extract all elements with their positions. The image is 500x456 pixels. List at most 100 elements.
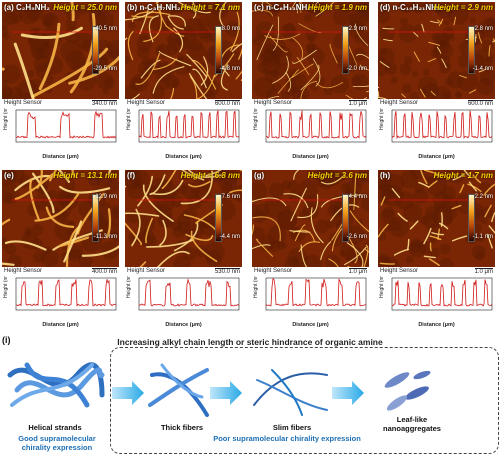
scale-bar: 1.0 μm	[474, 268, 493, 275]
thick-fibers-icon	[148, 363, 209, 417]
color-min: -2.6 nm	[346, 234, 367, 240]
x-axis-label: Distance (μm)	[42, 322, 79, 328]
scale-bar: 340.0 nm	[91, 100, 117, 107]
scale-bar: 1.0 μm	[348, 268, 367, 275]
color-min: -4.4 nm	[219, 234, 240, 240]
height-badge: Height = 7.1 nm	[180, 3, 240, 12]
scale-bar: 530.0 nm	[214, 268, 240, 275]
panel-label: (f)	[127, 171, 135, 180]
height-sensor-label: Height Sensor	[254, 100, 293, 106]
arrow-icon	[210, 381, 242, 405]
height-sensor-label: Height Sensor	[127, 100, 166, 106]
svg-text:Height (nm): Height (nm)	[253, 276, 259, 298]
color-min: -11.3 nm	[93, 234, 117, 240]
height-profile-a: Height (nm)	[3, 108, 117, 143]
slim-fibers-label: Slim fibers	[272, 423, 312, 432]
height-profile-f: Height (nm)	[126, 276, 240, 311]
svg-text:Height (nm): Height (nm)	[3, 276, 9, 298]
scale-bar: 600.0 nm	[214, 100, 240, 107]
good-chirality-label: Good supramolecular	[18, 434, 96, 443]
color-max: 2.9 nm	[348, 26, 367, 32]
height-profile-g: Height (nm)	[253, 276, 367, 311]
panel-label: (h)	[380, 171, 391, 180]
trend-title: Increasing alkyl chain length or steric …	[117, 337, 383, 347]
afm-image-a: (a) C₂H₅NH₂ Height = 25.0 nm 40.5 nm -29…	[2, 2, 119, 99]
x-axis-label: Distance (μm)	[42, 154, 79, 160]
svg-text:Height (nm): Height (nm)	[126, 276, 132, 298]
color-max: 2.8 nm	[474, 26, 493, 32]
color-bar	[468, 194, 475, 242]
afm-image-g: (g) Height = 3.6 nm 4.4 nm -2.6 nm	[252, 170, 369, 267]
height-profile-c: Height (nm)	[253, 108, 367, 143]
good-chirality-label-2: chirality expression	[21, 443, 93, 452]
scale-bar: 400.0 nm	[91, 268, 117, 275]
leaf-nanoaggregates-icon	[384, 370, 431, 411]
thick-fibers-label: Thick fibers	[160, 423, 204, 432]
color-max: 4.4 nm	[348, 194, 367, 200]
panel-label: (d) n-C₁₀H₂₁NH₂	[380, 3, 441, 12]
panel-label: (e)	[4, 171, 14, 180]
height-badge: Height = 25.0 nm	[53, 3, 117, 12]
color-bar	[342, 26, 349, 74]
height-profile-b: Height (nm)	[126, 108, 240, 143]
x-axis-label: Distance (μm)	[418, 322, 455, 328]
schematic-panel-i: (i) Increasing alkyl chain length or ste…	[2, 335, 499, 456]
svg-text:Height (nm): Height (nm)	[126, 108, 132, 130]
color-max: 7.6 nm	[221, 194, 240, 200]
x-axis-label: Distance (μm)	[292, 322, 329, 328]
panel-label: (c) n-C₆H₁₃NH₂	[254, 3, 311, 12]
color-bar	[468, 26, 475, 74]
svg-text:Height (nm): Height (nm)	[379, 108, 385, 130]
leaf-label-2: nanoaggregates	[383, 424, 441, 433]
height-badge: Height = 1.9 nm	[307, 3, 367, 12]
afm-image-b: (b) n-C₃H₇NH₂ Height = 7.1 nm 8.0 nm -4.…	[125, 2, 242, 99]
arrow-icon	[112, 381, 144, 405]
color-min: -4.8 nm	[219, 66, 240, 72]
color-min: -1.1 nm	[472, 234, 493, 240]
color-min: -29.5 nm	[93, 66, 117, 72]
panel-label: (a) C₂H₅NH₂	[4, 3, 50, 12]
color-min: -1.4 nm	[472, 66, 493, 72]
height-sensor-label: Height Sensor	[380, 268, 419, 274]
height-badge: Height = 2.9 nm	[433, 3, 493, 12]
height-profile-e: Height (nm)	[3, 276, 117, 311]
x-axis-label: Distance (μm)	[418, 154, 455, 160]
panel-label: (g)	[254, 171, 265, 180]
height-sensor-label: Height Sensor	[127, 268, 166, 274]
x-axis-label: Distance (μm)	[165, 322, 202, 328]
height-profile-h: Height (nm)	[379, 276, 493, 311]
height-sensor-label: Height Sensor	[4, 268, 43, 274]
height-badge: Height = 6.8 nm	[180, 171, 240, 180]
color-min: -2.0 nm	[346, 66, 367, 72]
color-bar	[342, 194, 349, 242]
arrow-icon	[332, 381, 364, 405]
height-badge: Height = 3.6 nm	[307, 171, 367, 180]
svg-text:Height (nm): Height (nm)	[253, 108, 259, 130]
afm-image-d: (d) n-C₁₀H₂₁NH₂ Height = 2.9 nm 2.8 nm -…	[378, 2, 495, 99]
x-axis-label: Distance (μm)	[165, 154, 202, 160]
scale-bar: 600.0 nm	[467, 100, 493, 107]
color-bar	[92, 194, 99, 242]
slim-fibers-icon	[253, 369, 328, 416]
svg-text:Height (nm): Height (nm)	[3, 108, 9, 130]
color-bar	[92, 26, 99, 74]
svg-text:Height (nm): Height (nm)	[379, 276, 385, 298]
afm-image-e: (e) Height = 13.1 nm 12.9 nm -11.3 nm	[2, 170, 119, 267]
afm-image-h: (h) Height = 1.7 nm 2.2 nm -1.1 nm	[378, 170, 495, 267]
x-axis-label: Distance (μm)	[292, 154, 329, 160]
scale-bar: 1.0 μm	[348, 100, 367, 107]
height-sensor-label: Height Sensor	[254, 268, 293, 274]
helical-strands-icon	[7, 362, 105, 408]
helical-strands-label: Helical strands	[28, 423, 82, 432]
afm-image-c: (c) n-C₆H₁₃NH₂ Height = 1.9 nm 2.9 nm -2…	[252, 2, 369, 99]
panel-label-i: (i)	[2, 335, 11, 345]
afm-image-f: (f) Height = 6.8 nm 7.6 nm -4.4 nm	[125, 170, 242, 267]
schematic-drawing	[7, 362, 431, 417]
height-profile-d: Height (nm)	[379, 108, 493, 143]
color-max: 2.2 nm	[474, 194, 493, 200]
color-bar	[215, 26, 222, 74]
poor-chirality-box	[110, 347, 499, 454]
leaf-label: Leaf-like	[396, 415, 428, 424]
color-max: 8.0 nm	[221, 26, 240, 32]
color-max: 40.5 nm	[95, 26, 117, 32]
